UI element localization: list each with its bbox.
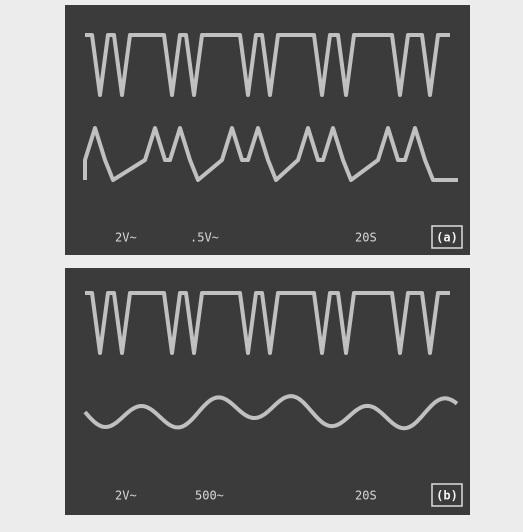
channel-label: 2V~ — [115, 231, 137, 245]
panel-tag: (b) — [436, 489, 458, 503]
panel-tag: (a) — [436, 231, 458, 245]
scope-screen — [65, 5, 470, 255]
time-label: 20S — [355, 231, 377, 245]
channel-label: 500~ — [195, 489, 224, 503]
channel-label: .5V~ — [190, 231, 219, 245]
time-label: 20S — [355, 489, 377, 503]
channel-label: 2V~ — [115, 489, 137, 503]
scope-screen — [65, 268, 470, 515]
figure: 2V~ .5V~ 20S (a) 2V~ 500~ 20S (b) — [0, 0, 523, 532]
scope-panel: 2V~ .5V~ 20S (a) — [65, 5, 470, 255]
scope-panel: 2V~ 500~ 20S (b) — [65, 268, 470, 515]
